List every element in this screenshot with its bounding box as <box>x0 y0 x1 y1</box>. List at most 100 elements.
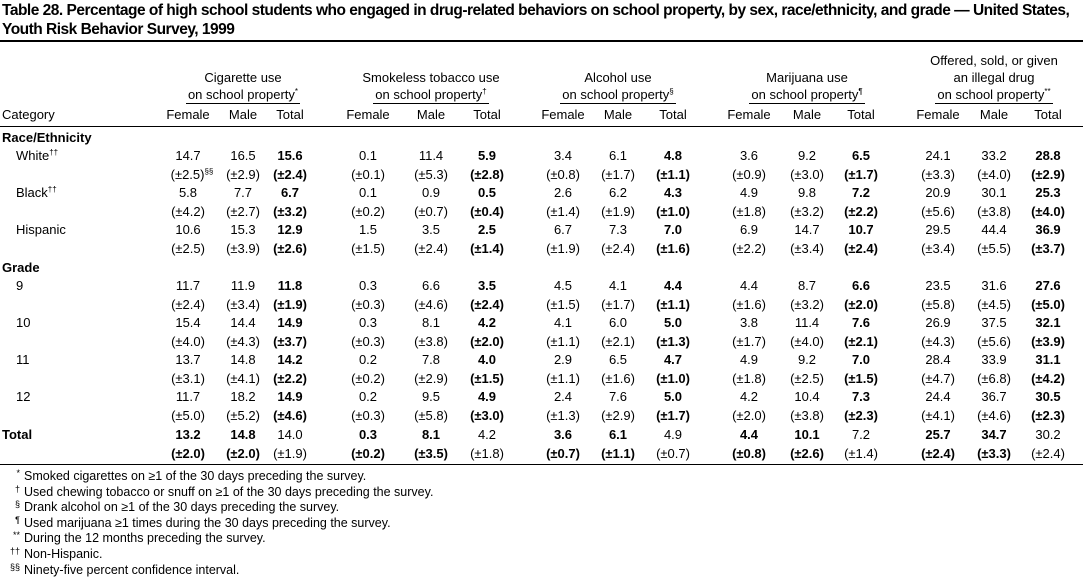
cell-text: 5.9 <box>477 148 497 163</box>
cell-text: 4.4 <box>739 278 759 293</box>
ci-cell: (±0.8) <box>719 445 779 463</box>
cell-text: 11.9 <box>230 278 256 293</box>
cell-text: 6.7 <box>553 222 573 237</box>
value-cell: 11.4 <box>401 147 461 165</box>
ci-cell: (±1.0) <box>643 203 703 221</box>
ci-cell: (±2.2) <box>260 370 320 388</box>
ci-cell: (±1.8) <box>719 203 779 221</box>
ci-cell: (±1.8) <box>719 370 779 388</box>
cell-text: (±2.6) <box>273 240 307 256</box>
ci-cell: (±3.5) <box>401 445 461 463</box>
footnote-text: Non-Hispanic. <box>24 547 103 561</box>
value-cell: 4.2 <box>457 426 517 444</box>
value-cell: 6.1 <box>588 426 648 444</box>
value-cell: 36.7 <box>964 388 1024 406</box>
cell-text: 25.3 <box>1035 185 1061 200</box>
cell-text: 34.7 <box>981 427 1007 442</box>
cell-text: (±0.3) <box>351 296 385 312</box>
ci-cell: (±2.0) <box>213 445 273 463</box>
value-cell: 2.9 <box>533 351 593 369</box>
subheader: Male <box>792 107 822 122</box>
value-cell: 25.7 <box>908 426 968 444</box>
ci-cell: (±1.5) <box>831 370 891 388</box>
cell-text: (±3.1) <box>171 370 205 386</box>
cell-text: 10.6 <box>175 222 201 237</box>
value-cell: 4.9 <box>457 388 517 406</box>
cell-text: 3.6 <box>553 427 573 442</box>
ci-cell: (±3.4) <box>908 240 968 258</box>
ci-cell: (±1.3) <box>533 407 593 425</box>
cell-text: 0.1 <box>358 148 378 163</box>
cell-text: (±2.2) <box>273 370 307 386</box>
cell-text: 13.7 <box>175 352 201 367</box>
cell-text: 36.7 <box>981 389 1007 404</box>
ci-cell: (±2.0) <box>158 445 218 463</box>
ci-cell: (±4.7) <box>908 370 968 388</box>
value-cell: 4.9 <box>719 351 779 369</box>
cell-text: 3.5 <box>477 278 497 293</box>
value-cell: 31.1 <box>1018 351 1078 369</box>
cell-text: 10.1 <box>794 427 820 442</box>
value-cell: 4.7 <box>643 351 703 369</box>
ci-cell: (±3.9) <box>213 240 273 258</box>
ci-cell: (±1.1) <box>588 445 648 463</box>
value-cell: 15.6 <box>260 147 320 165</box>
cell-text: (±5.3) <box>414 166 448 182</box>
ci-cell: (±1.7) <box>719 333 779 351</box>
group-line1 <box>331 52 531 69</box>
ci-cell: (±2.4) <box>908 445 968 463</box>
cell-text: 2.5 <box>477 222 497 237</box>
cell-text: 4.2 <box>477 427 497 442</box>
cell-text: 11.4 <box>418 148 444 163</box>
ci-cell: (±4.1) <box>908 407 968 425</box>
cell-text: (±0.8) <box>546 166 580 182</box>
cell-text: (±1.4) <box>844 445 878 461</box>
cell-text: (±0.8) <box>732 445 766 461</box>
cell-text: (±1.7) <box>601 166 635 182</box>
footnote-text: Drank alcohol on ≥1 of the 30 days prece… <box>24 500 340 515</box>
cell-text: 4.5 <box>553 278 573 293</box>
ci-cell: (±3.7) <box>1018 240 1078 258</box>
ci-cell: (±0.2) <box>338 203 398 221</box>
ci-cell: (±1.5) <box>533 296 593 314</box>
ci-cell: (±2.0) <box>719 407 779 425</box>
value-cell: 8.1 <box>401 426 461 444</box>
cell-text: (±3.8) <box>790 407 824 423</box>
value-cell: 0.2 <box>338 351 398 369</box>
cell-text: 30.5 <box>1035 389 1061 404</box>
cell-text: (±4.6) <box>273 407 307 423</box>
ci-cell: (±0.7) <box>533 445 593 463</box>
value-cell: 30.5 <box>1018 388 1078 406</box>
value-cell: 11.4 <box>777 314 837 332</box>
cell-text: (±3.8) <box>977 203 1011 219</box>
value-cell: 3.6 <box>533 426 593 444</box>
cell-text: (±1.9) <box>273 296 307 312</box>
ci-cell: (±5.3) <box>401 166 461 184</box>
cell-text: 6.1 <box>608 148 628 163</box>
cell-text: (±0.7) <box>546 445 580 461</box>
cell-text: 6.9 <box>739 222 759 237</box>
cell-text: (±0.7) <box>414 203 448 219</box>
value-cell: 30.1 <box>964 184 1024 202</box>
ci-cell: (±4.0) <box>1018 203 1078 221</box>
cell-text: (±3.0) <box>790 166 824 182</box>
ci-cell: (±2.5) <box>158 240 218 258</box>
value-cell: 16.5 <box>213 147 273 165</box>
footnote-symbol: ¶ <box>15 514 20 525</box>
ci-cell: (±2.4) <box>1018 445 1078 463</box>
cell-text: 6.1 <box>608 427 628 442</box>
footnote-text: During the 12 months preceding the surve… <box>24 531 266 546</box>
ci-cell: (±1.5) <box>457 370 517 388</box>
value-cell: 33.2 <box>964 147 1024 165</box>
ci-cell: (±4.6) <box>401 296 461 314</box>
value-cell: 15.3 <box>213 221 273 239</box>
ci-cell: (±3.2) <box>777 296 837 314</box>
cell-text: 0.2 <box>358 352 378 367</box>
row-label-text: 10 <box>16 315 31 330</box>
ci-cell: (±4.1) <box>213 370 273 388</box>
value-cell: 0.9 <box>401 184 461 202</box>
footnote-text: Used chewing tobacco or snuff on ≥1 of t… <box>24 484 434 499</box>
value-cell: 37.5 <box>964 314 1024 332</box>
value-cell: 10.6 <box>158 221 218 239</box>
cell-text: (±2.7) <box>226 203 260 219</box>
